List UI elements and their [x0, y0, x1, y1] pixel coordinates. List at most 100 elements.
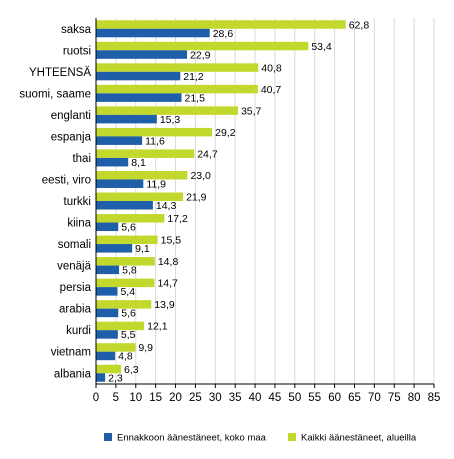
data-label-ennakko: 4,8 [118, 351, 133, 363]
bar-kaikki [96, 214, 165, 223]
bar-ennakko [96, 50, 188, 59]
bar-ennakko [96, 179, 144, 188]
data-label-ennakko: 2,3 [108, 372, 123, 384]
x-tick-label: 45 [269, 392, 282, 404]
bar-ennakko [96, 93, 182, 102]
data-label-ennakko: 28,6 [213, 28, 234, 40]
data-label-kaikki: 29,2 [215, 127, 236, 139]
bar-kaikki [96, 364, 122, 374]
bar-ennakko [96, 114, 157, 124]
x-tick-label: 75 [388, 392, 401, 404]
bar-ennakko [96, 244, 133, 253]
x-tick-label: 55 [308, 392, 321, 404]
data-label-kaikki: 12,1 [147, 321, 168, 333]
category-label: saksa [61, 24, 92, 36]
x-tick-label: 60 [328, 392, 341, 404]
data-label-ennakko: 11,9 [146, 179, 166, 191]
data-label-ennakko: 5,6 [121, 222, 136, 234]
data-label-ennakko: 8,1 [131, 157, 146, 169]
category-labels: saksa ruotsi YHTEENSÄ suomi, saame englanti e… [19, 24, 91, 380]
data-label-ennakko: 5,4 [120, 286, 135, 298]
category-label: suomi, saame [19, 88, 91, 100]
legend: Ennakkoon äänestäneet, koko maa Kaikki ää… [104, 433, 417, 444]
data-label-ennakko: 21,5 [184, 92, 205, 104]
bar-kaikki [96, 106, 238, 115]
data-label-ennakko: 5,8 [122, 265, 137, 277]
category-label: kiina [67, 218, 91, 230]
x-tick-label: 30 [209, 392, 222, 404]
data-label-kaikki: 40,7 [261, 84, 282, 96]
category-label: somali [58, 239, 91, 251]
x-tick-label: 85 [428, 392, 441, 404]
bar-ennakko [96, 373, 106, 382]
bar-ennakko [96, 136, 143, 145]
data-label-ennakko: 15,3 [160, 114, 181, 126]
category-label: thai [72, 153, 91, 165]
x-tick-label: 25 [189, 392, 202, 404]
x-tick-label: 65 [348, 392, 361, 404]
data-label-kaikki: 62,8 [349, 19, 370, 31]
category-label: englanti [51, 110, 91, 122]
category-label: eesti, viro [42, 175, 91, 187]
bar-ennakko [96, 308, 119, 318]
data-label-ennakko: 22,9 [190, 49, 211, 61]
data-label-kaikki: 35,7 [241, 105, 262, 117]
bar-ennakko [96, 157, 129, 167]
x-tick-label: 10 [129, 392, 142, 404]
bar-ennakko [96, 330, 118, 339]
bar-ennakko [96, 201, 153, 210]
category-label: arabia [59, 304, 92, 316]
data-label-ennakko: 5,5 [121, 329, 136, 341]
data-label-kaikki: 17,2 [167, 213, 188, 225]
data-label-kaikki: 14,8 [158, 256, 179, 268]
bar-ennakko [96, 28, 210, 38]
bar-kaikki [96, 127, 213, 137]
bar-ennakko [96, 287, 118, 296]
x-tick-label: 70 [368, 392, 381, 404]
x-axis: 0 5 10 15 20 25 30 35 40 45 50 55 60 65 70 75 80 85 [93, 18, 441, 404]
bar-kaikki [96, 321, 145, 331]
category-label: turkki [64, 196, 91, 208]
bar-kaikki [96, 192, 184, 201]
data-label-ennakko: 14,3 [156, 200, 177, 212]
data-labels: 62,8 28,6 53,4 22,9 40,8 21,2 40,7 21,5 35,7 15,3… [108, 19, 369, 384]
data-label-kaikki: 24,7 [197, 148, 218, 160]
data-label-kaikki: 23,0 [190, 170, 211, 182]
bar-kaikki [96, 63, 259, 72]
x-tick-label: 80 [408, 392, 421, 404]
bar-kaikki [96, 170, 188, 180]
data-label-kaikki: 6,3 [124, 364, 139, 376]
category-label: vietnam [51, 347, 91, 359]
data-label-ennakko: 5,6 [121, 308, 136, 320]
grid-lines [115, 18, 435, 384]
data-label-kaikki: 21,9 [186, 192, 207, 204]
data-label-kaikki: 15,5 [161, 235, 182, 247]
category-label: ruotsi [63, 45, 91, 57]
bar-kaikki [96, 149, 195, 158]
x-tick-label: 35 [229, 392, 242, 404]
legend-label: Kaikki äänestäneet, alueilla [301, 433, 417, 444]
bar-kaikki [96, 235, 158, 245]
bars [96, 20, 346, 382]
bar-kaikki [96, 20, 346, 29]
bar-kaikki [96, 41, 309, 51]
data-label-kaikki: 9,9 [138, 342, 153, 354]
data-label-ennakko: 21,2 [183, 71, 204, 83]
bar-kaikki [96, 300, 152, 309]
legend-swatch [288, 433, 296, 441]
legend-swatch [104, 433, 112, 441]
x-tick-label: 20 [169, 392, 182, 404]
category-label: espanja [51, 131, 92, 143]
bar-ennakko [96, 351, 116, 361]
data-label-ennakko: 9,1 [135, 243, 150, 255]
x-tick-label: 0 [93, 392, 99, 404]
bar-kaikki [96, 84, 258, 94]
category-label: YHTEENSÄ [29, 67, 91, 79]
data-label-kaikki: 13,9 [154, 299, 175, 311]
category-label: kurdi [66, 325, 91, 337]
x-tick-label: 15 [149, 392, 162, 404]
x-tick-label: 5 [113, 392, 119, 404]
bar-ennakko [96, 265, 120, 275]
